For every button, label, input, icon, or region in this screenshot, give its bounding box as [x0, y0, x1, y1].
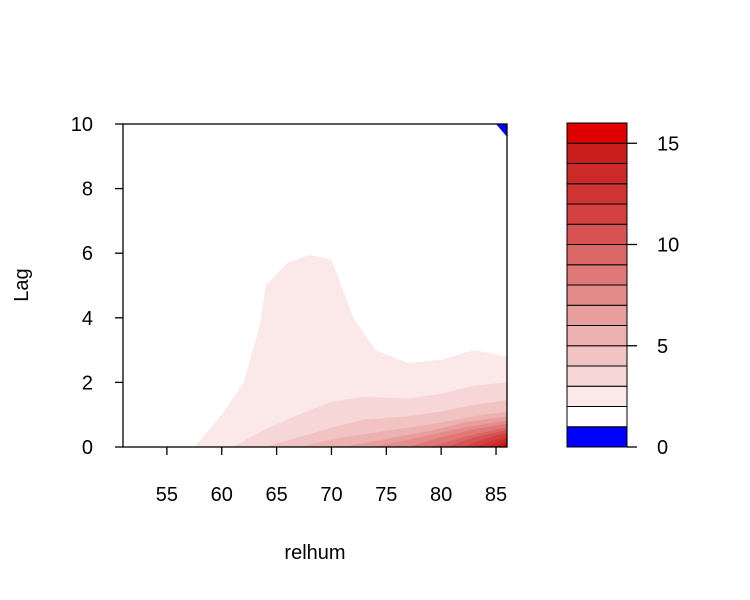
y-tick-label: 6	[82, 243, 93, 265]
colorbar-swatch	[566, 264, 628, 286]
y-tick-label: 4	[82, 308, 93, 330]
colorbar-swatch	[566, 325, 628, 347]
y-tick-label: 0	[82, 437, 93, 459]
colorbar-tick-label: 10	[657, 235, 679, 257]
contour-layer	[194, 124, 507, 447]
colorbar-tick-label: 15	[657, 133, 679, 155]
y-axis: 0 2 4 6 8 10	[71, 114, 123, 459]
negative-region	[496, 124, 507, 137]
x-tick-label: 85	[485, 484, 507, 506]
colorbar-swatch	[566, 365, 628, 387]
x-tick-label: 65	[265, 484, 287, 506]
colorbar-swatch	[566, 183, 628, 205]
colorbar-swatch	[566, 284, 628, 306]
y-tick-label: 10	[71, 114, 93, 136]
colorbar: 0 5 10 15	[566, 122, 679, 459]
colorbar-swatch	[566, 345, 628, 367]
x-axis: 55 60 65 70 75 80 85	[156, 447, 507, 506]
colorbar-swatch	[566, 406, 628, 428]
colorbar-tick-label: 0	[657, 437, 668, 459]
y-axis-label: Lag	[11, 268, 33, 301]
x-tick-label: 70	[320, 484, 342, 506]
colorbar-swatch	[566, 203, 628, 225]
colorbar-tick-label: 5	[657, 336, 668, 358]
contour-level-14	[500, 443, 507, 447]
colorbar-swatch	[566, 142, 628, 164]
x-tick-label: 75	[375, 484, 397, 506]
x-tick-label: 55	[156, 484, 178, 506]
colorbar-swatch	[566, 122, 628, 144]
x-axis-label: relhum	[284, 542, 345, 564]
colorbar-swatch	[566, 304, 628, 326]
x-tick-label: 80	[430, 484, 452, 506]
y-tick-label: 2	[82, 372, 93, 394]
colorbar-swatch	[566, 223, 628, 245]
x-tick-label: 60	[211, 484, 233, 506]
plot-frame	[122, 123, 508, 448]
colorbar-swatch	[566, 385, 628, 407]
y-tick-label: 8	[82, 179, 93, 201]
colorbar-swatch	[566, 426, 628, 448]
colorbar-swatch	[566, 163, 628, 185]
colorbar-swatch	[566, 244, 628, 266]
